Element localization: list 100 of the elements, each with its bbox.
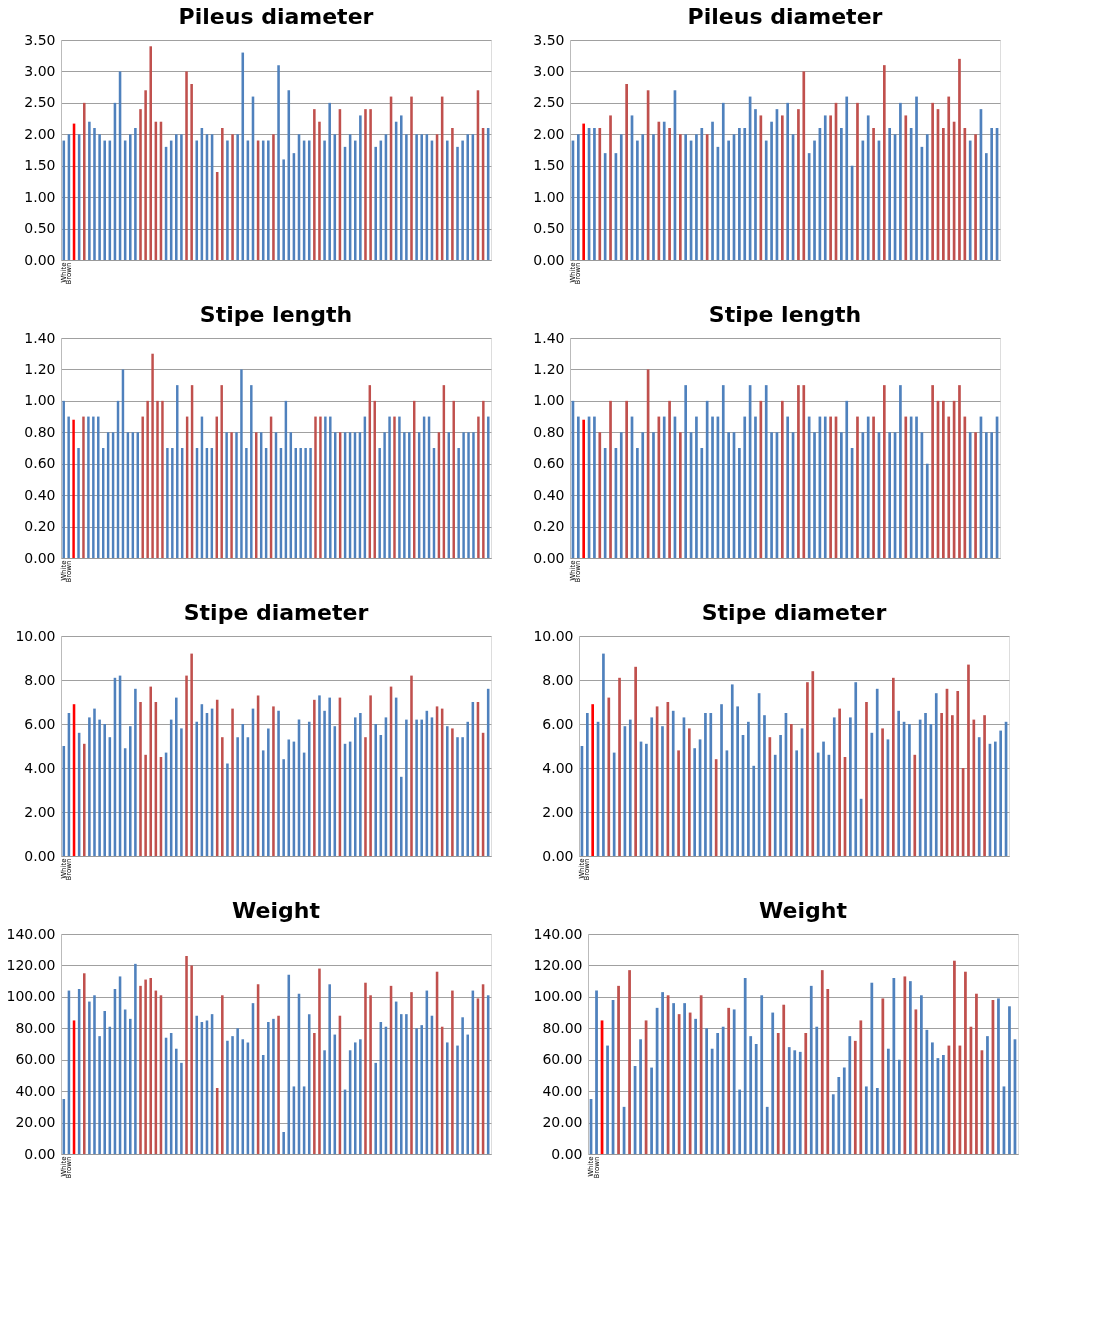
bar (815, 1026, 819, 1154)
bar (282, 159, 285, 260)
bar (990, 432, 994, 558)
bar (82, 743, 86, 856)
bar (881, 998, 885, 1154)
bar (732, 1009, 736, 1154)
bar (364, 982, 367, 1154)
bar (456, 737, 459, 856)
bar (650, 717, 654, 856)
bar (738, 1089, 742, 1154)
bar (272, 1018, 275, 1154)
y-tick-label: 1.40 (24, 329, 56, 346)
bar (323, 140, 326, 260)
bar (328, 984, 331, 1154)
bar (313, 699, 316, 856)
bar (235, 432, 238, 558)
bar (875, 688, 879, 856)
bar (678, 134, 682, 260)
bar (221, 737, 224, 856)
bar (456, 1045, 459, 1154)
bar (446, 1042, 449, 1154)
bar (364, 737, 367, 856)
bar (226, 140, 229, 260)
bar (139, 702, 142, 856)
bar (466, 1034, 470, 1154)
bar (823, 115, 827, 260)
bar (405, 1014, 408, 1154)
y-tick-label: 1.00 (24, 392, 56, 409)
bar (420, 134, 423, 260)
bar (408, 432, 411, 558)
bar (220, 385, 223, 558)
bar (267, 1022, 270, 1154)
bar (82, 416, 85, 558)
bar (328, 102, 331, 260)
bar (149, 46, 153, 260)
bar (908, 724, 911, 856)
bar (662, 416, 666, 558)
y-tick-label: 80.00 (542, 1019, 583, 1036)
bar (231, 708, 234, 856)
bar (195, 140, 199, 260)
bar (779, 735, 782, 856)
bar (364, 109, 367, 260)
y-tick-label: 10.00 (15, 627, 56, 644)
y-tick-label: 0.60 (533, 455, 565, 472)
y-tick-label: 2.00 (542, 803, 574, 820)
bar (393, 416, 396, 558)
bar (892, 978, 896, 1154)
bar (307, 140, 311, 260)
bar (461, 140, 464, 260)
bar (999, 730, 1003, 856)
bar (410, 992, 413, 1154)
bar (668, 400, 671, 558)
bar (866, 416, 870, 558)
bar (942, 128, 945, 260)
bar (77, 448, 80, 558)
bar (582, 123, 586, 260)
y-tick-label: 2.00 (24, 803, 56, 820)
bar (787, 1047, 791, 1154)
bar (899, 102, 902, 260)
bar (466, 721, 470, 856)
bar (190, 653, 193, 856)
bar (388, 416, 391, 558)
y-tick-label: 140.00 (533, 925, 583, 942)
y-tick-label: 0.00 (542, 847, 574, 864)
bar (399, 776, 403, 856)
y-tick-label: 0.80 (24, 423, 56, 440)
bar (872, 128, 875, 260)
bar (329, 416, 332, 558)
bar (888, 128, 892, 260)
bar (185, 71, 188, 260)
bar (813, 432, 816, 558)
bar (687, 728, 691, 856)
bar (185, 675, 188, 856)
y-tick-label: 0.50 (24, 220, 56, 237)
y-tick-label: 0.80 (533, 423, 565, 440)
bar (405, 134, 408, 260)
y-tick-label: 20.00 (15, 1114, 56, 1131)
bar (804, 1033, 808, 1154)
y-tick-label: 140.00 (6, 925, 56, 942)
bar (684, 385, 688, 558)
bar (98, 1036, 101, 1154)
y-tick-label: 0.50 (533, 220, 565, 237)
bar (221, 128, 224, 260)
bar (92, 416, 95, 558)
bar (838, 708, 841, 856)
bar (166, 448, 169, 558)
bar (931, 1042, 934, 1154)
bar (865, 702, 868, 856)
bar (369, 695, 372, 856)
bar (307, 1014, 311, 1154)
bar (711, 416, 714, 558)
bar (307, 721, 311, 856)
chart-title: Stipe diameter (183, 600, 369, 625)
bar (144, 979, 147, 1154)
bar (156, 400, 159, 558)
bar (636, 140, 639, 260)
bar (97, 416, 100, 558)
bar (671, 710, 675, 856)
bar (171, 448, 174, 558)
y-tick-label: 0.40 (533, 486, 565, 503)
